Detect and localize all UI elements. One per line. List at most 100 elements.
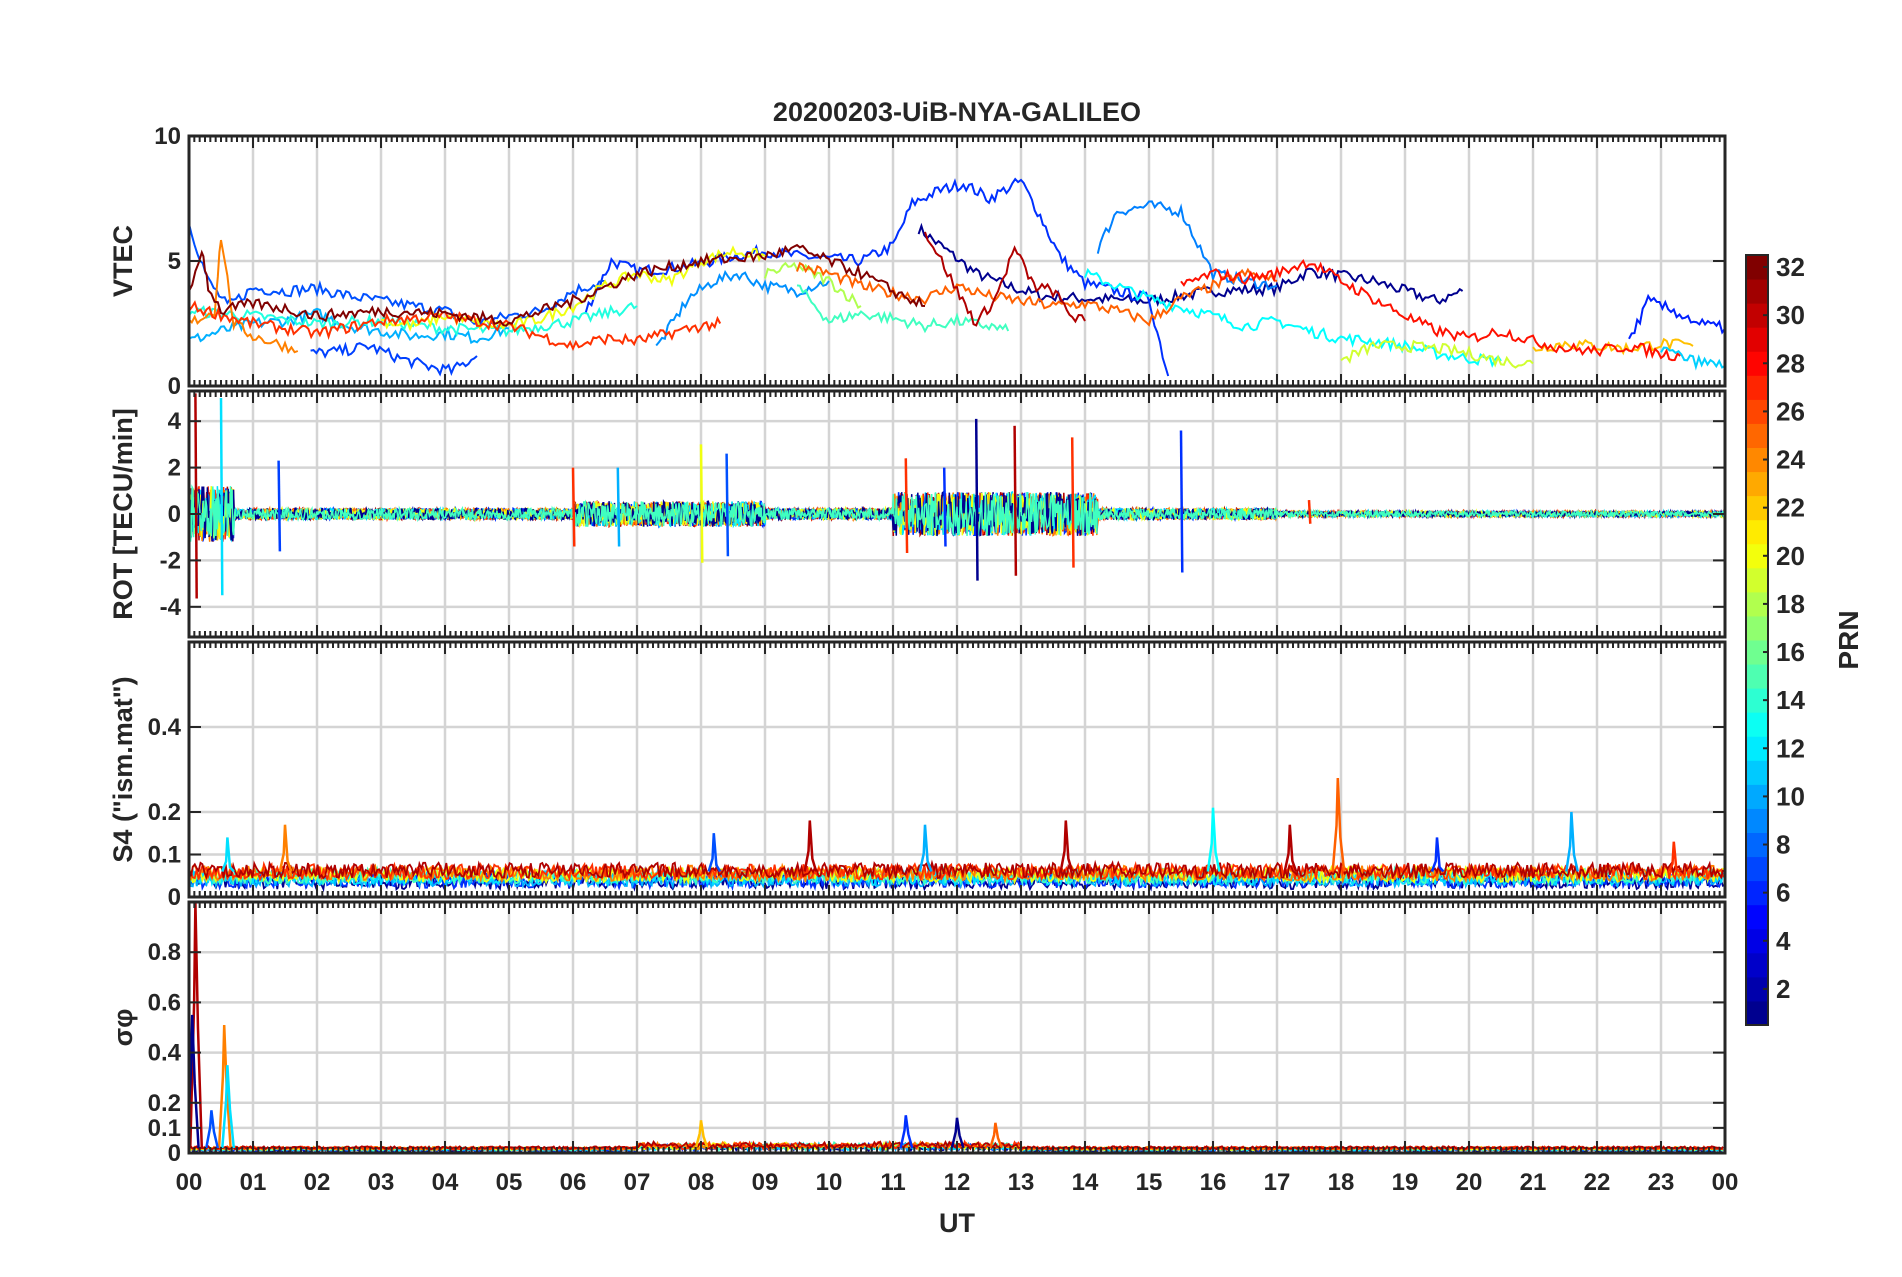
x-tick-label: 01 (240, 1169, 267, 1196)
sigma-phi-peak (989, 1122, 1003, 1149)
y-tick-label: 0 (168, 1140, 181, 1167)
y-tick-label: 5 (168, 248, 181, 275)
y-tick-label: 0.8 (148, 939, 181, 966)
s4-peak (1331, 777, 1346, 872)
colorbar-tick-label: 8 (1776, 830, 1790, 860)
y-tick-label: 2 (168, 455, 181, 482)
x-tick-label: 04 (432, 1169, 459, 1196)
s4-peak (1283, 824, 1298, 872)
colorbar-tick-label: 30 (1776, 300, 1805, 330)
rot-burst (277, 460, 282, 552)
s4-peak (221, 837, 235, 873)
y-tick-label: -4 (160, 594, 182, 621)
colorbar-tick-label: 14 (1776, 685, 1805, 715)
y-tick-label: 0.2 (148, 799, 181, 826)
vtec-series-prn-29 (1180, 258, 1681, 362)
colorbar-segment (1746, 495, 1768, 521)
s4-peak (918, 824, 933, 872)
rot-burst (1013, 425, 1018, 576)
x-tick-label: 08 (688, 1169, 715, 1196)
y-axis-label-sigma-phi: σφ (108, 1009, 138, 1047)
y-tick-label: 0.1 (148, 1115, 181, 1142)
vtec-series-prn-32 (189, 243, 926, 327)
vtec-series-prn-19 (1340, 339, 1534, 369)
sigma-phi-peak (899, 1115, 914, 1149)
colorbar-tick-label: 26 (1776, 396, 1805, 426)
vtec-series-prn-3 (1628, 293, 1725, 340)
x-tick-label: 00 (1712, 1169, 1739, 1196)
colorbar-tick-label: 16 (1776, 637, 1805, 667)
x-tick-label: 15 (1136, 1169, 1163, 1196)
rot-burst (616, 467, 621, 547)
panel-data (189, 393, 1725, 599)
x-tick-label: 22 (1584, 1169, 1611, 1196)
rot-series-7 (189, 484, 1725, 542)
sigma-phi-peak (205, 1110, 220, 1149)
colorbar-segment (1746, 808, 1768, 833)
colorbar-segment (1746, 303, 1768, 328)
colorbar-tick-label: 22 (1776, 493, 1805, 523)
panel-data (189, 902, 1724, 1153)
x-tick-label: 18 (1328, 1169, 1355, 1196)
colorbar-tick-label: 18 (1776, 589, 1805, 619)
sigma-phi-peak (221, 1065, 236, 1149)
rot-burst (699, 444, 704, 563)
y-tick-label: 0 (168, 884, 181, 911)
y-tick-label: 0 (168, 373, 181, 400)
colorbar-segment (1746, 567, 1768, 593)
colorbar-segment (1746, 255, 1768, 280)
colorbar-segment (1746, 543, 1768, 569)
rot-burst (974, 418, 979, 581)
colorbar-segment (1746, 712, 1768, 737)
y-tick-label: 0 (168, 501, 181, 528)
s4-peak (707, 833, 722, 873)
colorbar-segment (1746, 976, 1768, 1002)
colorbar-tick-label: 32 (1776, 252, 1805, 282)
colorbar-tick-label: 20 (1776, 541, 1805, 571)
colorbar-segment (1746, 832, 1768, 858)
colorbar-tick-label: 28 (1776, 348, 1805, 378)
vtec-series-prn-7 (1096, 200, 1278, 291)
panel-rot: -4 -2 0 2 4 ROT [TECU/min] (108, 389, 1727, 639)
x-tick-label: 00 (176, 1169, 203, 1196)
colorbar-segment (1746, 591, 1768, 617)
sigma-phi-peak (694, 1120, 709, 1149)
vtec-series-prn-13 (1084, 267, 1502, 368)
panel-vtec: 0 5 10 VTEC (108, 123, 1727, 400)
s4-peak (1430, 837, 1445, 873)
x-tick-label: 06 (560, 1169, 587, 1196)
vtec-series-prn-24 (189, 239, 299, 355)
colorbar-segment (1746, 952, 1768, 978)
colorbar-tick-label: 12 (1776, 733, 1805, 763)
colorbar-segment (1746, 880, 1768, 906)
rot-burst (942, 467, 947, 547)
y-tick-label: 4 (168, 408, 182, 435)
chart-title: 20200203-UiB-NYA-GALILEO (773, 97, 1141, 127)
colorbar-segment (1746, 447, 1768, 473)
vtec-series-prn-14 (189, 301, 638, 338)
x-tick-label: 20 (1456, 1169, 1483, 1196)
x-axis-label: UT (939, 1208, 975, 1238)
vtec-series-prn-20 (381, 245, 766, 332)
y-tick-label: 0.2 (148, 1090, 181, 1117)
s4-peak (1059, 820, 1074, 872)
vtec-series-prn-9 (655, 269, 830, 347)
panel-s4: 0 0.1 0.2 0.4 S4 ("ism.mat") (108, 640, 1727, 911)
y-tick-label: 0.6 (148, 989, 181, 1016)
vtec-series-prn-12 (1660, 346, 1725, 371)
colorbar-tick-label: 24 (1776, 445, 1805, 475)
colorbar-segment (1746, 856, 1768, 882)
x-tick-label: 05 (496, 1169, 523, 1196)
colorbar-segment (1746, 351, 1768, 376)
colorbar-segment (1746, 615, 1768, 641)
x-tick-label: 09 (752, 1169, 779, 1196)
rot-burst (725, 453, 730, 557)
panel-data (189, 177, 1725, 377)
colorbar-segment (1746, 327, 1768, 352)
x-tick-label: 12 (944, 1169, 971, 1196)
x-tick-label: 02 (304, 1169, 331, 1196)
rot-burst (1307, 500, 1312, 524)
y-axis-label-vtec: VTEC (108, 225, 138, 297)
